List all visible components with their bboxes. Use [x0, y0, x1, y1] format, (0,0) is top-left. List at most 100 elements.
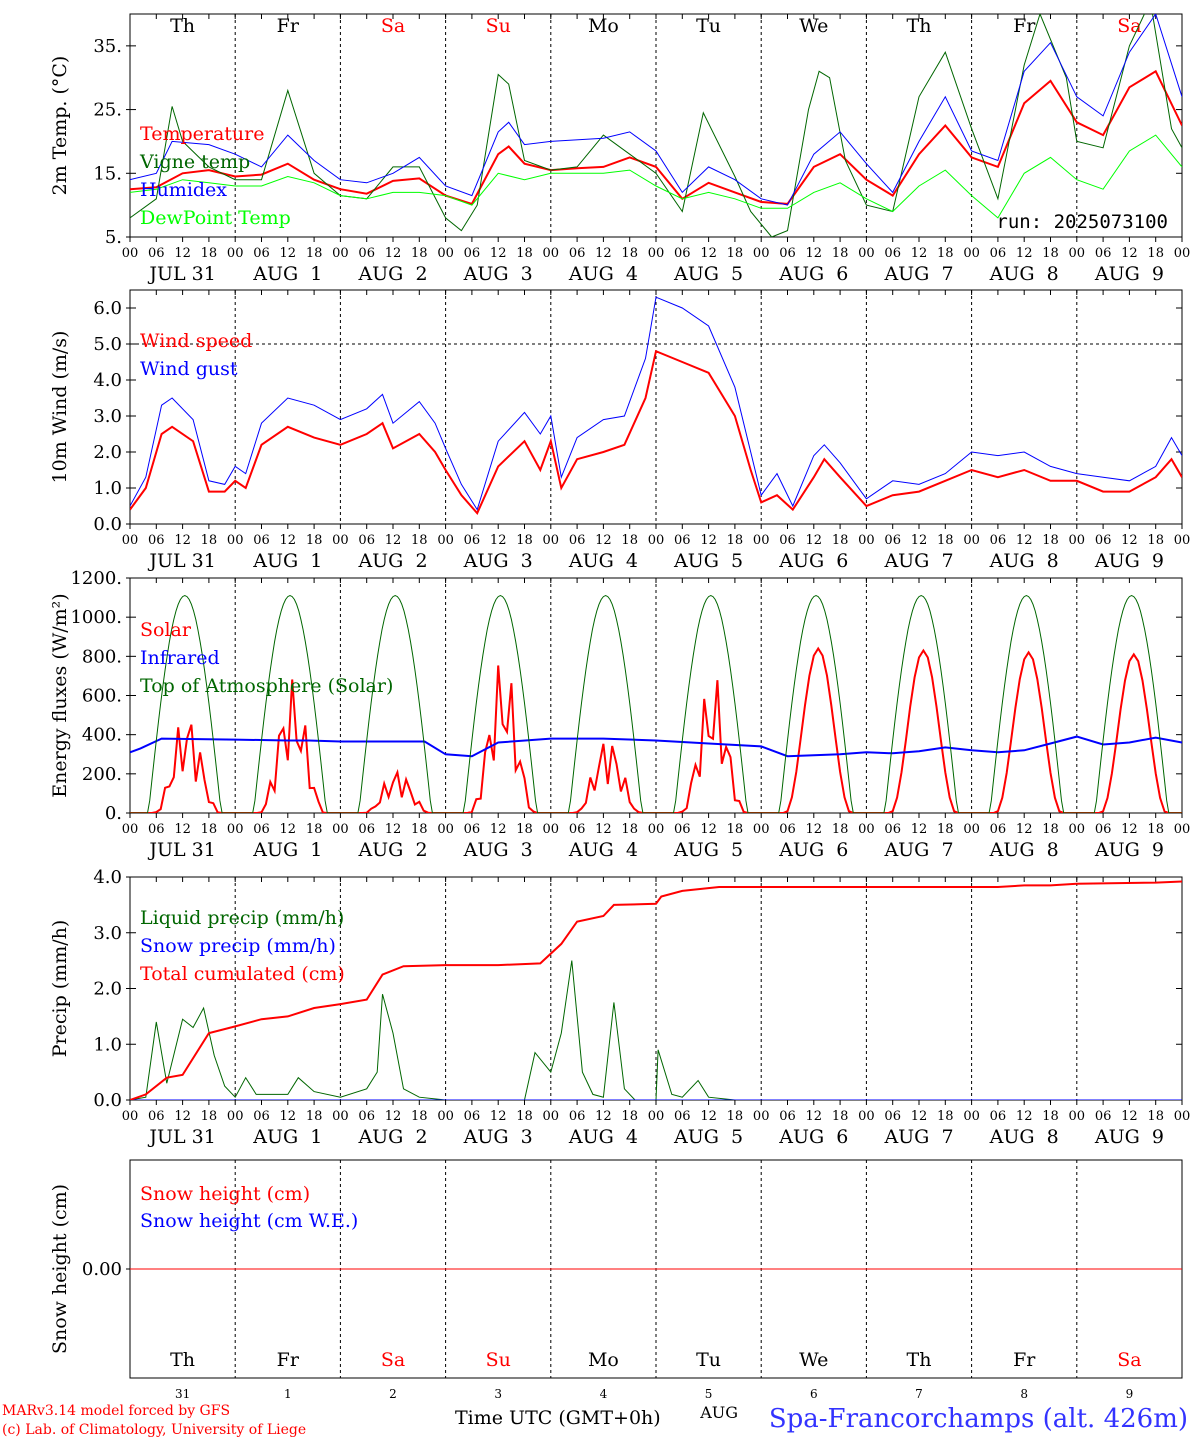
series-line-top-of-atmosphere-solar — [130, 595, 1182, 813]
x-day-label: AUG 6 — [778, 550, 848, 572]
x-hour-label: 12 — [806, 822, 823, 837]
x-hour-label: 06 — [779, 1109, 796, 1124]
x-hour-label: 12 — [911, 822, 928, 837]
x-day-label: AUG 1 — [252, 550, 322, 572]
weekday-label: Th — [907, 1349, 932, 1371]
x-day-label: AUG 7 — [883, 1126, 953, 1148]
panel-5: 0.00 Snow height (cm) Th Fr Sa Su Mo Tu We Th Fr Sa… — [49, 1159, 1183, 1422]
x-hour-label: 12 — [174, 246, 191, 261]
x-day-label: JUL 31 — [147, 839, 215, 861]
snow-day-number: 1 — [284, 1387, 292, 1401]
x-hour-label: 12 — [911, 246, 928, 261]
footer-model: MARv3.14 model forced by GFS — [2, 1403, 230, 1419]
x-hour-label: 00 — [122, 1109, 139, 1124]
x-hour-label: 12 — [911, 1109, 928, 1124]
x-hour-label: 06 — [1095, 1109, 1112, 1124]
x-day-label: AUG 8 — [989, 263, 1059, 285]
snow-day-number: 6 — [810, 1387, 818, 1401]
x-day-label: AUG 1 — [252, 263, 322, 285]
weekday-label: Th — [170, 1349, 195, 1371]
snow-day-number: 31 — [175, 1387, 190, 1401]
y-tick-label: 0.0 — [93, 514, 122, 535]
weekday-label: Sa — [381, 1349, 405, 1371]
x-hour-label: 00 — [858, 822, 875, 837]
x-hour-label: 00 — [1174, 822, 1191, 837]
x-hour-label: 12 — [595, 533, 612, 548]
x-hour-label: 12 — [174, 1109, 191, 1124]
weekday-label: We — [799, 15, 828, 37]
footer-station: Spa-Francorchamps (alt. 426m) — [769, 1404, 1188, 1434]
x-hour-label: 12 — [385, 1109, 402, 1124]
y-tick-label: 5. — [105, 227, 122, 248]
x-hour-label: 00 — [227, 822, 244, 837]
x-hour-label: 06 — [884, 1109, 901, 1124]
x-hour-label: 06 — [569, 533, 586, 548]
snow-day-number: 3 — [494, 1387, 502, 1401]
x-hour-label: 06 — [358, 533, 375, 548]
x-day-label: JUL 31 — [147, 1126, 215, 1148]
x-day-label: AUG 4 — [568, 263, 638, 285]
legend-entry: Vigne temp — [139, 151, 250, 173]
run-label: run: 2025073100 — [996, 211, 1168, 233]
x-hour-label: 12 — [1016, 246, 1033, 261]
x-hour-label: 12 — [700, 822, 717, 837]
x-hour-label: 06 — [990, 246, 1007, 261]
y-tick-label: 400. — [82, 725, 122, 746]
x-hour-label: 00 — [648, 1109, 665, 1124]
y-tick-label: 2.0 — [93, 442, 122, 463]
x-hour-label: 12 — [490, 246, 507, 261]
x-day-label: AUG 4 — [568, 839, 638, 861]
x-hour-label: 00 — [858, 246, 875, 261]
x-hour-label: 18 — [516, 1109, 533, 1124]
legend-entry: Solar — [140, 619, 192, 641]
y-tick-label: 3.0 — [93, 406, 122, 427]
y-axis-label: Precip (mm/h) — [49, 920, 71, 1058]
y-tick-label: 6.0 — [93, 298, 122, 319]
x-day-label: AUG 7 — [883, 839, 953, 861]
y-tick-label: 4.0 — [93, 867, 122, 888]
x-hour-label: 00 — [437, 533, 454, 548]
x-hour-label: 06 — [674, 533, 691, 548]
x-hour-label: 18 — [1042, 533, 1059, 548]
x-hour-label: 06 — [464, 533, 481, 548]
x-hour-label: 06 — [253, 246, 270, 261]
x-hour-label: 12 — [700, 1109, 717, 1124]
x-hour-label: 06 — [148, 533, 165, 548]
x-hour-label: 18 — [306, 822, 323, 837]
x-hour-label: 00 — [858, 533, 875, 548]
series-group — [130, 595, 1182, 813]
plot-frame — [129, 13, 1183, 238]
x-hour-label: 06 — [990, 1109, 1007, 1124]
x-day-label: AUG 9 — [1094, 839, 1164, 861]
weekday-label: Sa — [1117, 1349, 1141, 1371]
x-hour-label: 00 — [963, 533, 980, 548]
x-hour-label: 12 — [1121, 822, 1138, 837]
x-day-label: AUG 3 — [463, 550, 533, 572]
snow-day-number: 8 — [1020, 1387, 1028, 1401]
x-hour-label: 18 — [1042, 1109, 1059, 1124]
weekday-label: Fr — [277, 1349, 300, 1371]
x-day-label: AUG 9 — [1094, 263, 1164, 285]
legend-entry: Top of Atmosphere (Solar) — [140, 675, 393, 697]
panel-3: 00 06 12 18 00 06 12 18 00 06 12 18 00 06 12 18 00 06 12 18… — [49, 568, 1190, 861]
x-hour-label: 12 — [1121, 246, 1138, 261]
series-line-dewpoint-temp — [130, 134, 1182, 219]
x-day-label: AUG 3 — [463, 839, 533, 861]
y-tick-label: 200. — [82, 764, 122, 785]
x-day-label: AUG 2 — [357, 1126, 427, 1148]
x-hour-label: 06 — [674, 822, 691, 837]
x-hour-label: 00 — [753, 533, 770, 548]
x-hour-label: 12 — [595, 246, 612, 261]
x-hour-label: 00 — [332, 1109, 349, 1124]
x-hour-label: 12 — [385, 533, 402, 548]
x-hour-label: 18 — [201, 1109, 218, 1124]
y-tick-label: 800. — [82, 646, 122, 667]
y-tick-label: 3.0 — [93, 923, 122, 944]
legend-entry: Snow height (cm W.E.) — [140, 1210, 358, 1232]
x-hour-label: 00 — [227, 246, 244, 261]
x-hour-label: 00 — [332, 246, 349, 261]
x-day-label: AUG 5 — [673, 263, 743, 285]
x-hour-label: 00 — [437, 822, 454, 837]
x-hour-label: 12 — [806, 1109, 823, 1124]
y-tick-label: 1200. — [70, 568, 122, 589]
